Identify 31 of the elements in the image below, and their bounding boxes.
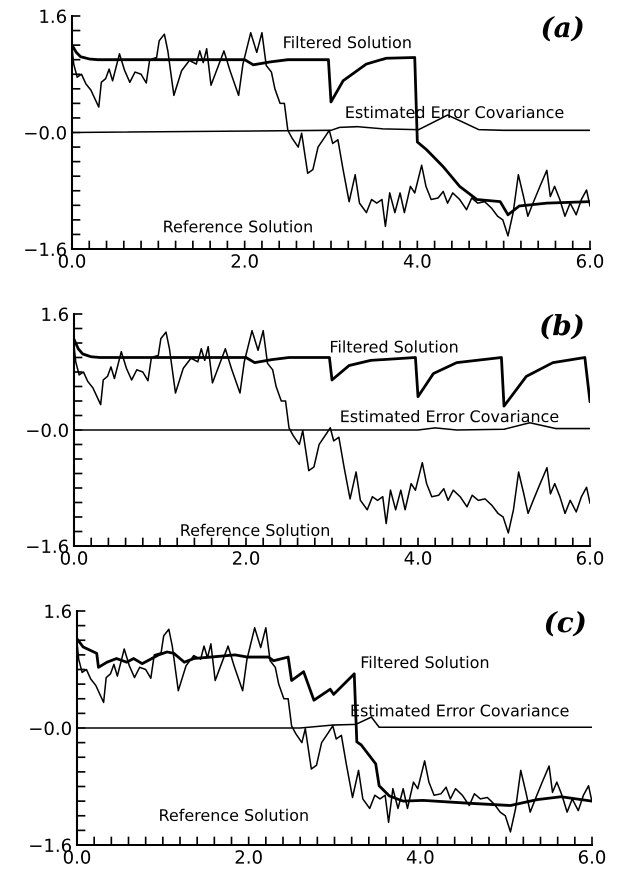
y-tick-label: −1.6 (25, 242, 66, 256)
text: Reference Solution (160, 808, 308, 822)
x-tick-label: 0.0 (58, 254, 86, 268)
series-label: Filtered Solution (330, 340, 458, 353)
annotation: (c) (546, 611, 585, 636)
x-tick-label: 6.0 (578, 850, 606, 864)
y-tick-label: −0.0 (27, 423, 68, 438)
x-tick-label: 4.0 (404, 254, 430, 268)
y-tick-label: 1.6 (42, 307, 68, 322)
x-tick-label: 2.0 (232, 551, 260, 565)
y-tick-label: −0.0 (25, 126, 66, 140)
y-tick-label: −1.6 (27, 539, 68, 554)
series-label: Estimated Error Covariance (341, 410, 558, 422)
text: Reference Solution (164, 220, 312, 233)
annotation: (a) (542, 16, 583, 42)
x-tick-label: 4.0 (406, 850, 434, 864)
x-tick-label: 4.0 (404, 551, 432, 565)
series-label: Filtered Solution (362, 656, 488, 668)
x-tick-label: 2.0 (236, 850, 262, 864)
y-tick-label: −1.6 (30, 838, 71, 852)
annotation: (b) (541, 314, 583, 340)
series-label: Filtered Solution (284, 36, 411, 48)
x-tick-label: 6.0 (576, 254, 604, 268)
text: Reference Solution (181, 524, 329, 536)
y-tick-label: −0.0 (30, 721, 71, 736)
x-tick-label: 2.0 (232, 254, 258, 268)
x-tick-label: 0.0 (60, 551, 88, 565)
y-tick-label: 1.6 (40, 9, 66, 24)
x-tick-label: 0.0 (64, 850, 90, 864)
y-tick-label: 1.6 (45, 604, 72, 618)
x-tick-label: 6.0 (576, 551, 604, 565)
